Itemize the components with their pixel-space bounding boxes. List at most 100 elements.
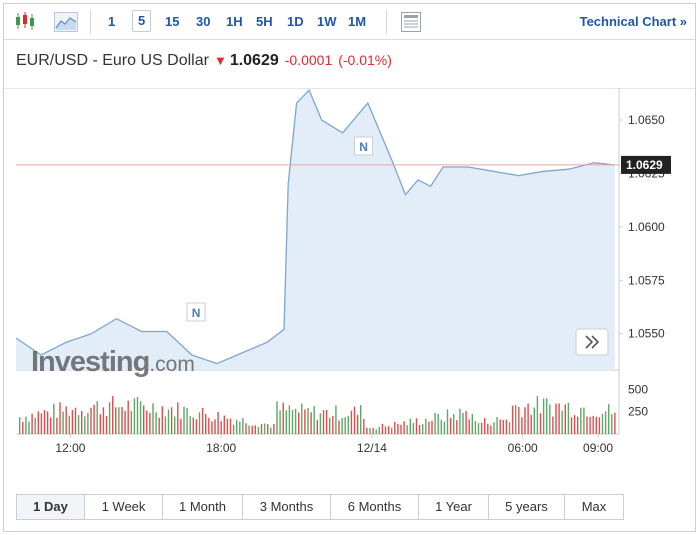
interval-5[interactable]: 5 [132,10,152,32]
range-max[interactable]: Max [581,499,607,514]
volume-bar [298,412,300,434]
volume-bar [84,416,86,434]
candlestick-chart-icon[interactable] [14,10,36,32]
volume-bar [446,409,449,434]
volume-bar [425,418,427,434]
news-markers: NN [186,136,374,322]
volume-bar [133,398,136,434]
interval-1d[interactable]: 1D [287,14,304,29]
x-tick-label: 09:00 [583,441,613,455]
range-1-week[interactable]: 1 Week [85,495,163,519]
range-3-months[interactable]: 3 Months [243,495,331,519]
volume-bar [205,414,207,434]
down-arrow-icon: ▼ [213,53,227,68]
volume-bar [124,411,126,434]
volume-bar [180,419,182,434]
volume-series [19,395,616,434]
volume-bar [304,409,306,434]
volume-bar [418,425,421,434]
volume-bar [108,402,111,434]
interval-1[interactable]: 1 [108,14,116,29]
volume-bar [462,412,464,434]
expand-button[interactable] [575,328,609,356]
volume-bar [484,418,486,434]
volume-bar [201,407,204,434]
volume-bar [56,417,58,434]
volume-bar [279,410,281,434]
volume-bar [192,417,194,434]
area-chart-icon[interactable] [54,11,78,33]
news-marker[interactable]: N [186,302,206,322]
news-marker[interactable]: N [354,136,374,156]
volume-bar [515,405,517,434]
volume-bar [437,413,439,434]
volume-bar [325,410,328,434]
volume-bar [598,417,601,434]
volume-bar [363,418,365,434]
volume-bar [81,411,83,434]
volume-bar [87,412,89,434]
volume-bar [459,408,461,434]
interval-5h[interactable]: 5H [256,14,273,29]
range-5-years[interactable]: 5 years [489,495,565,519]
x-tick-label: 12/14 [357,441,387,455]
volume-bar [251,425,253,434]
volume-bar [22,421,24,434]
range-6-months[interactable]: 6 Months [331,495,419,519]
volume-bar [412,422,415,434]
current-price-tag-label: 1.0629 [626,158,663,172]
volume-bar [332,416,334,434]
volume-bar [508,422,511,434]
volume-bar [530,415,532,434]
volume-bar [220,421,222,434]
volume-bar [536,395,539,434]
volume-bar [136,397,139,434]
volume-bar [71,410,74,434]
volume-bar [239,421,241,434]
volume-bar [260,423,263,434]
volume-bar [164,416,167,434]
volume-bar [28,421,30,434]
volume-bar [139,401,142,434]
volume-bar [505,419,508,434]
volume-bar [31,413,33,434]
volume-bar [90,407,92,434]
interval-1w[interactable]: 1W [317,14,337,29]
table-view-icon[interactable] [401,11,421,33]
range-1-day[interactable]: 1 Day [17,495,85,519]
volume-bar [524,407,526,434]
volume-bar [567,402,570,434]
interval-1h[interactable]: 1H [226,14,243,29]
interval-15[interactable]: 15 [165,14,180,29]
volume-bar [245,423,247,434]
volume-bar [353,406,356,434]
volume-bar [77,415,80,434]
interval-1m[interactable]: 1M [348,14,367,29]
volume-bar [415,418,418,434]
range-1-month[interactable]: 1 Month [163,495,243,519]
volume-bar [195,419,198,434]
double-chevron-right-icon [585,335,600,349]
volume-bar [130,411,132,434]
news-marker-label: N [359,140,368,154]
svg-text:Investing.com: Investing.com [31,346,195,378]
y-tick-label: 1.0575 [628,273,665,287]
volume-bar [186,408,188,434]
volume-bar [456,420,458,434]
volume-bar [400,424,402,434]
volume-bar [105,416,108,434]
volume-bar [232,424,235,434]
x-tick-label: 18:00 [206,441,236,455]
y-tick-label: 1.0550 [628,327,665,341]
volume-bar [248,425,250,434]
volume-bar [471,413,473,434]
volume-bar [580,407,582,434]
volume-bar [378,426,380,434]
chart-widget: 1 5 15 30 1H 5H 1D 1W 1M Technical Chart… [3,3,696,532]
volume-bar [372,428,374,434]
interval-30[interactable]: 30 [196,14,211,29]
price-chart[interactable]: 1.06501.06251.06001.05751.055012:0018:00… [4,4,697,474]
volume-bar [282,402,284,434]
technical-chart-link[interactable]: Technical Chart » [579,14,687,29]
range-1-year[interactable]: 1 Year [419,495,489,519]
